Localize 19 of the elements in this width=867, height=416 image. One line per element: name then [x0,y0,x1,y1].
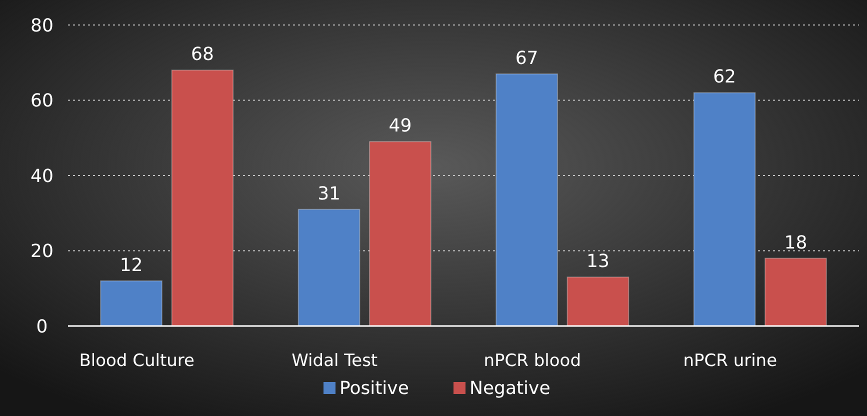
data-label: 68 [191,44,214,66]
x-tick-label: nPCR urine [683,351,778,371]
legend-label: Negative [470,378,550,399]
y-tick-label: 80 [30,15,54,36]
data-label: 62 [713,66,736,88]
y-tick-label: 20 [30,241,54,262]
text: Positive [340,378,409,399]
data-label: 67 [515,48,538,69]
x-tick-label: nPCR blood [484,351,581,371]
y-tick-label: 60 [30,90,54,112]
y-tick-label: 40 [30,166,54,187]
data-label: 49 [388,116,412,137]
y-tick-label: 0 [36,316,48,338]
data-label: 18 [784,232,808,254]
data-label: 31 [318,183,340,204]
x-tick-label: Widal Test [292,351,378,371]
data-label: 13 [586,251,610,272]
data-label: 12 [120,254,143,276]
x-tick-label: Blood Culture [79,351,195,371]
